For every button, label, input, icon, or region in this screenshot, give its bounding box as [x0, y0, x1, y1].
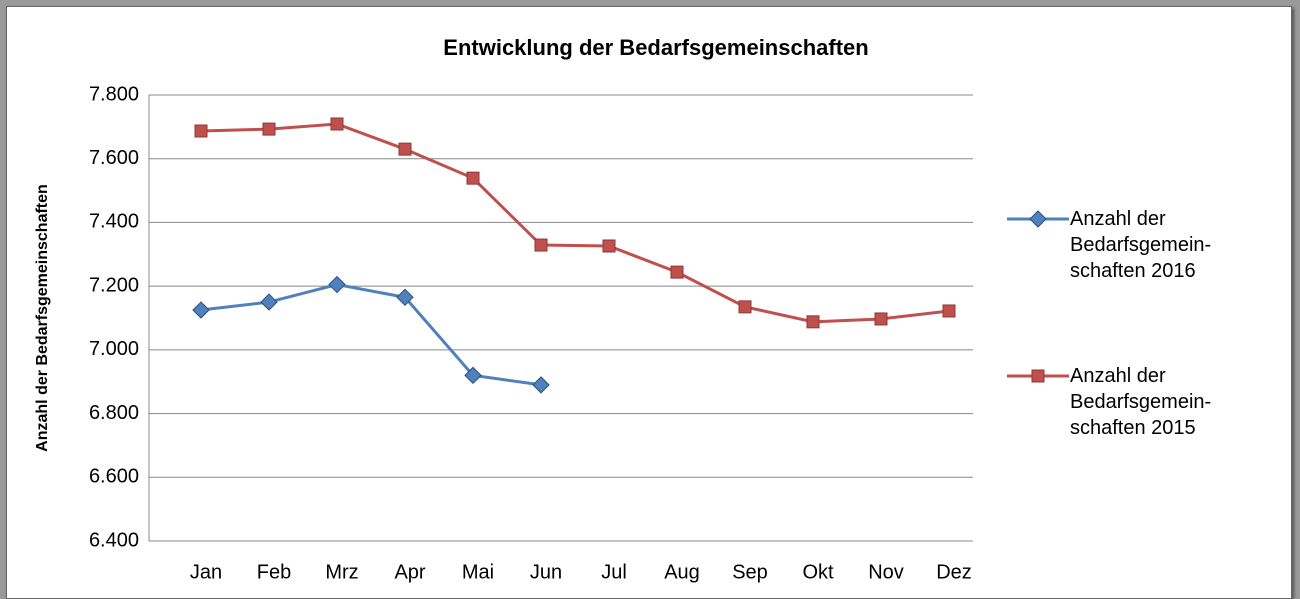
data-point [466, 171, 480, 185]
data-point [192, 301, 210, 319]
data-point [532, 376, 550, 394]
data-point [330, 117, 344, 131]
chart-title: Entwicklung der Bedarfsgemeinschaften [443, 35, 868, 60]
x-tick-label: Dez [936, 561, 972, 583]
y-tick-label: 6.400 [89, 529, 139, 551]
x-tick-label: Nov [868, 561, 904, 583]
data-point [464, 366, 482, 385]
data-point [328, 275, 346, 294]
data-point [602, 239, 616, 253]
chart-frame: Entwicklung der Bedarfsgemeinschaften An… [6, 6, 1292, 599]
y-tick-label: 7.600 [89, 147, 139, 169]
data-point [262, 122, 276, 136]
legend-label: Anzahl der Bedarfsgemein-schaften 2015 [1070, 365, 1212, 439]
x-tick-label: Okt [802, 561, 834, 583]
chart: Entwicklung der Bedarfsgemeinschaften An… [34, 35, 1069, 583]
x-tick-label: Jan [190, 561, 222, 583]
y-axis-title: Anzahl der Bedarfsgemeinschaften [34, 184, 51, 452]
y-tick-label: 7.200 [89, 274, 139, 296]
x-tick-label: Jul [601, 561, 627, 583]
legend-label: Anzahl der Bedarfsgemein-schaften 2016 [1070, 208, 1212, 282]
y-tick-label: 6.600 [89, 466, 139, 488]
x-tick-label: Mai [462, 561, 494, 583]
x-tick-label: Sep [732, 561, 768, 583]
data-point [738, 300, 752, 314]
data-point [874, 312, 888, 326]
x-tick-label: Jun [530, 561, 562, 583]
data-point [670, 265, 684, 279]
y-tick-label: 7.800 [89, 83, 139, 105]
y-tick-label: 7.400 [89, 211, 139, 233]
legend-marker [1029, 210, 1047, 228]
data-point [806, 315, 820, 329]
x-tick-label: Apr [394, 561, 425, 583]
data-point [942, 304, 956, 318]
x-tick-label: Mrz [325, 561, 358, 583]
data-point [194, 124, 208, 138]
series-line [200, 283, 542, 387]
data-point [534, 238, 548, 252]
y-tick-label: 6.800 [89, 402, 139, 424]
data-point [260, 293, 278, 311]
data-point [396, 288, 414, 306]
x-tick-label: Feb [257, 561, 291, 583]
x-tick-label: Aug [664, 561, 700, 583]
y-tick-label: 7.000 [89, 338, 139, 360]
series-line [200, 122, 950, 324]
data-point [398, 142, 412, 156]
legend-marker [1031, 369, 1045, 383]
